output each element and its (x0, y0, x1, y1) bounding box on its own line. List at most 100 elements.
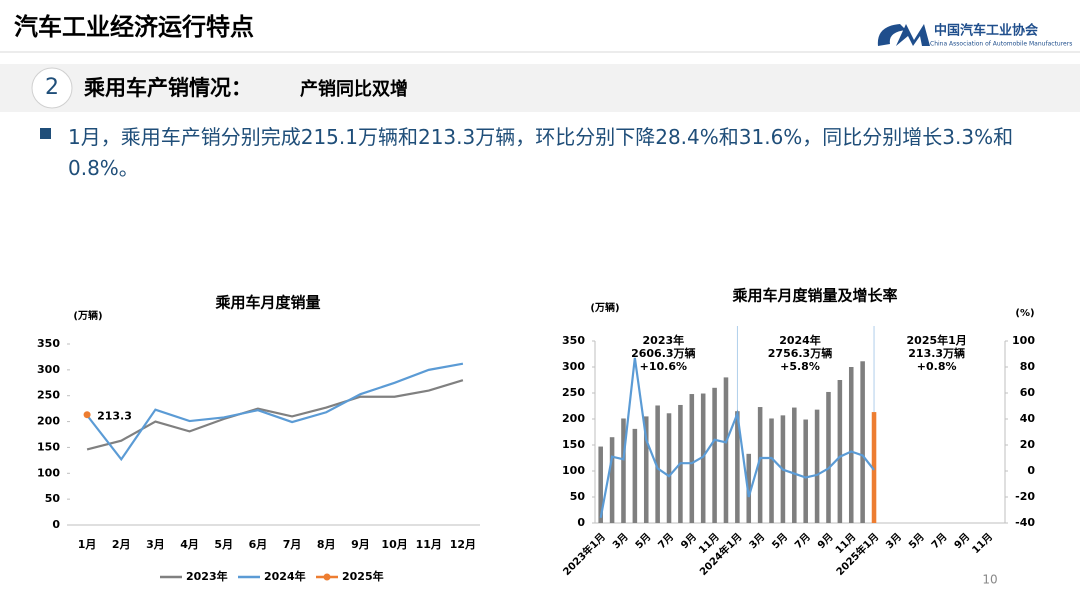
x-tick-label: 5月 (214, 538, 233, 551)
line-series (599, 357, 875, 519)
y2-tick-label: 0 (1027, 464, 1035, 477)
bar (814, 409, 820, 523)
annotation: +0.8% (917, 360, 957, 373)
data-label: 213.3 (97, 410, 132, 423)
y-tick-label: 150 (37, 440, 60, 453)
y2-tick-label: 40 (1020, 412, 1036, 425)
x-tick-label: 11月 (416, 538, 442, 551)
x-tick-label: 3月 (884, 531, 904, 551)
y-tick-label: 250 (562, 386, 585, 399)
x-tick-label: 2023年1月 (560, 530, 608, 578)
bar (598, 446, 603, 523)
y-tick-label: 0 (577, 516, 585, 529)
y-tick-label: 350 (562, 334, 585, 347)
x-tick-label: 11月 (970, 531, 995, 556)
x-tick-label: 2月 (112, 538, 131, 551)
x-tick-label: 12月 (450, 538, 476, 551)
legend-label: 2023年 (186, 569, 228, 583)
y-unit: (万辆) (73, 309, 102, 322)
section-subtitle: 产销同比双增 (300, 78, 408, 100)
x-tick-label: 1月 (78, 538, 97, 551)
annotation: +10.6% (640, 360, 687, 373)
bar (643, 416, 649, 523)
annotation: 2024年 (779, 333, 821, 347)
bar (689, 394, 695, 523)
line-series (86, 362, 464, 462)
bar (632, 428, 638, 523)
y-tick-label: 300 (562, 360, 585, 373)
annotation: 2756.3万辆 (768, 346, 832, 360)
bullet-square (40, 128, 51, 139)
x-tick-label: 5月 (770, 531, 790, 551)
x-tick-label: 5月 (633, 531, 653, 551)
annotation: 2606.3万辆 (631, 346, 695, 360)
section-band (0, 64, 1080, 112)
x-tick-label: 7月 (283, 538, 302, 551)
x-tick-label: 3月 (747, 531, 767, 551)
bar (769, 418, 774, 523)
y-tick-label: 200 (562, 412, 585, 425)
y-tick-label: 250 (37, 389, 60, 402)
point (83, 411, 91, 419)
x-tick-label: 4月 (180, 538, 199, 551)
annotation: +5.8% (780, 360, 820, 373)
bar (871, 412, 877, 523)
y-tick-label: 100 (37, 466, 60, 479)
bullet-text: 1月，乘用车产销分别完成215.1万辆和213.3万辆，环比分别下降28.4%和… (68, 125, 1014, 180)
y-tick-label: 200 (37, 415, 60, 428)
chart-title: 乘用车月度销量 (214, 294, 320, 312)
legend-label: 2025年 (342, 569, 384, 583)
bar (700, 393, 706, 523)
y2-tick-label: -40 (1015, 516, 1035, 529)
bar (666, 413, 672, 523)
y-tick-label: 0 (52, 518, 60, 531)
logo-cn: 中国汽车工业协会 (934, 23, 1039, 39)
y2-tick-label: -20 (1015, 490, 1035, 503)
bar (712, 387, 717, 523)
bar (860, 361, 865, 523)
y-tick-label: 350 (37, 337, 60, 350)
bar (735, 411, 740, 523)
bar (746, 453, 752, 523)
y-unit: (万辆) (590, 301, 619, 314)
y-tick-label: 100 (562, 464, 585, 477)
bar (655, 405, 660, 523)
x-tick-label: 7月 (656, 531, 676, 551)
y-tick-label: 150 (562, 438, 585, 451)
x-tick-label: 6月 (249, 538, 268, 551)
y2-tick-label: 100 (1012, 334, 1035, 347)
chart-title: 乘用车月度销量及增长率 (731, 287, 897, 305)
x-tick-label: 5月 (906, 531, 926, 551)
bar (848, 367, 854, 523)
annotation: 2023年 (643, 333, 685, 347)
section-circle (31, 67, 73, 109)
y2-tick-label: 80 (1020, 360, 1036, 373)
slide-title: 汽车工业经济运行特点 (14, 13, 254, 41)
bar (803, 419, 808, 523)
x-tick-label: 3月 (610, 531, 630, 551)
y-tick-label: 50 (45, 492, 61, 505)
x-tick-label: 3月 (146, 538, 165, 551)
bar (792, 407, 797, 523)
bar (826, 391, 831, 523)
annotation: 213.3万辆 (908, 346, 965, 360)
section-title: 乘用车产销情况： (83, 76, 252, 100)
x-tick-label: 7月 (929, 531, 949, 551)
logo-en: China Association of Automobile Manufact… (930, 41, 1072, 48)
y2-tick-label: 20 (1020, 438, 1036, 451)
bar (609, 437, 615, 523)
section-number: 2 (45, 75, 59, 100)
y-tick-label: 300 (37, 363, 60, 376)
page-number: 10 (982, 573, 997, 587)
y2-unit: (%) (1015, 308, 1034, 319)
x-tick-label: 7月 (792, 531, 812, 551)
line-series (86, 379, 464, 451)
y2-tick-label: 60 (1020, 386, 1036, 399)
y-tick-label: 50 (570, 490, 586, 503)
annotation: 2025年1月 (907, 333, 967, 347)
bar (837, 380, 843, 523)
bar (757, 407, 763, 523)
bar (621, 418, 626, 523)
